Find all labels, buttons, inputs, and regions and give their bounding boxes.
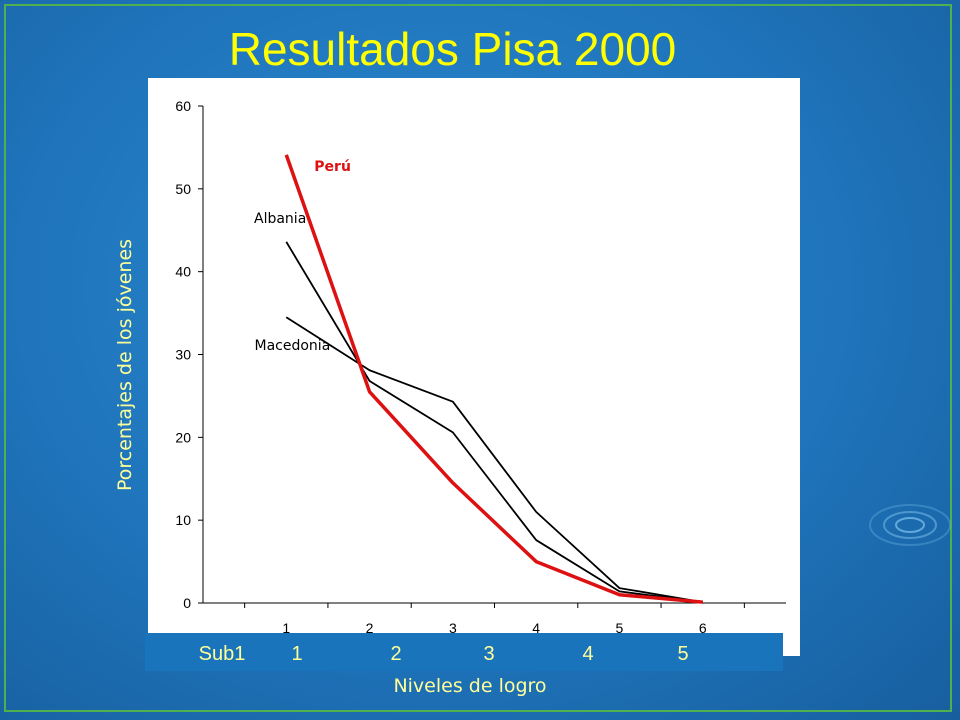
x-tick-label: 3 <box>449 620 457 636</box>
y-tick-label: 40 <box>175 264 191 280</box>
y-tick-label: 30 <box>175 347 191 363</box>
y-tick-label: 0 <box>183 595 191 611</box>
ripple-decoration <box>869 504 951 546</box>
x-tick-label: 1 <box>282 620 290 636</box>
level-band <box>145 633 783 671</box>
series-label: Albania <box>254 211 306 227</box>
series-line-macedonia <box>285 316 703 604</box>
y-tick-label: 50 <box>175 181 191 197</box>
x-axis-label: Niveles de logro <box>393 675 547 697</box>
level-label-2: 2 <box>390 643 402 665</box>
y-tick-label: 20 <box>175 429 191 445</box>
y-tick-label: 60 <box>175 98 191 114</box>
series-label: Perú <box>314 159 351 175</box>
x-tick-label: 5 <box>616 620 624 636</box>
series-line-albania <box>285 241 703 604</box>
x-tick-label: 6 <box>699 620 707 636</box>
series-label: Macedonia <box>255 338 331 354</box>
series-line-per <box>284 154 703 604</box>
y-axis-label: Porcentajes de los jóvenes <box>114 238 136 492</box>
slide-frame <box>4 4 952 712</box>
level-label-3: 3 <box>483 643 495 665</box>
slide-title: Resultados Pisa 2000 <box>228 23 677 75</box>
level-label-1: 1 <box>291 643 303 665</box>
plot-background <box>148 78 800 656</box>
level-label-4: 4 <box>582 643 594 665</box>
x-tick-label: 4 <box>532 620 540 636</box>
y-tick-label: 10 <box>175 512 191 528</box>
x-tick-label: 2 <box>366 620 374 636</box>
level-label-5: 5 <box>677 643 689 665</box>
level-label-sub1: Sub1 <box>198 643 246 665</box>
